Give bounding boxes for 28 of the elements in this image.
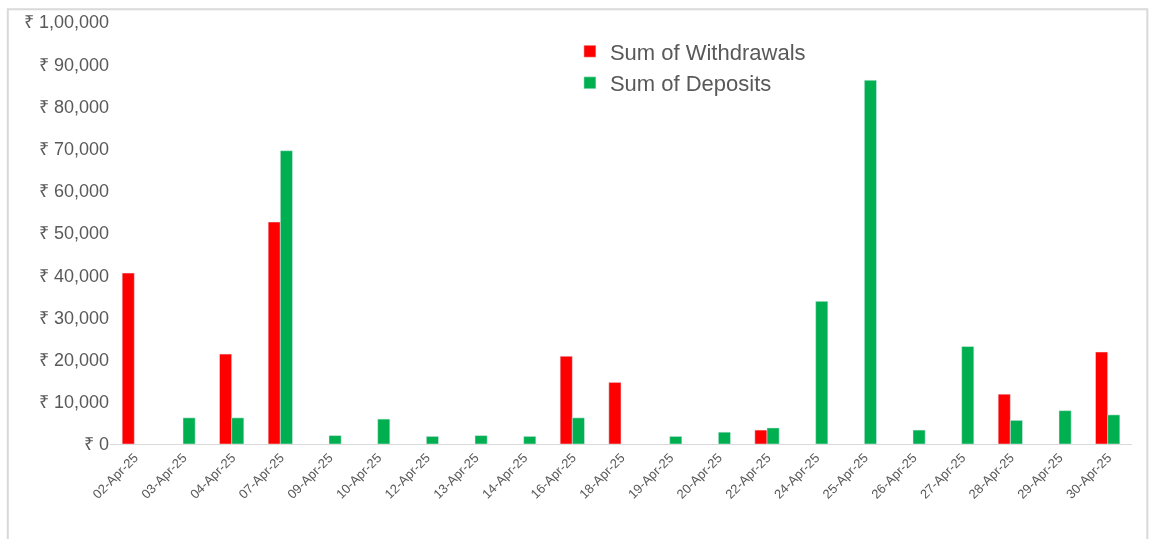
y-tick-label: ₹ 30,000 — [38, 307, 109, 328]
bar — [474, 435, 488, 444]
bar — [426, 436, 439, 444]
bar — [961, 346, 975, 444]
y-tick-label: ₹ 90,000 — [38, 54, 109, 75]
bar — [523, 436, 537, 444]
bar — [608, 382, 622, 444]
y-tick-label: ₹ 70,000 — [38, 138, 109, 159]
bar — [182, 417, 196, 444]
y-tick-label: ₹ 10,000 — [38, 392, 109, 413]
legend-label: Sum of Deposits — [609, 71, 772, 97]
bar — [328, 435, 342, 444]
bar — [864, 79, 877, 444]
bar — [1058, 410, 1072, 444]
bar — [718, 431, 731, 444]
y-tick-label: ₹ 0 — [83, 434, 109, 455]
y-tick-label: ₹ 60,000 — [38, 181, 109, 202]
bar — [121, 272, 135, 444]
y-tick-label: ₹ 1,00,000 — [23, 12, 109, 33]
bar — [815, 301, 829, 444]
y-tick-label: ₹ 50,000 — [38, 223, 109, 244]
y-tick-label: ₹ 20,000 — [38, 349, 109, 370]
y-tick-label: ₹ 40,000 — [38, 265, 109, 286]
bar — [912, 429, 926, 444]
bar — [377, 418, 391, 444]
bar — [669, 436, 683, 444]
y-tick-label: ₹ 80,000 — [38, 96, 109, 117]
legend-label: Sum of Withdrawals — [609, 39, 806, 65]
